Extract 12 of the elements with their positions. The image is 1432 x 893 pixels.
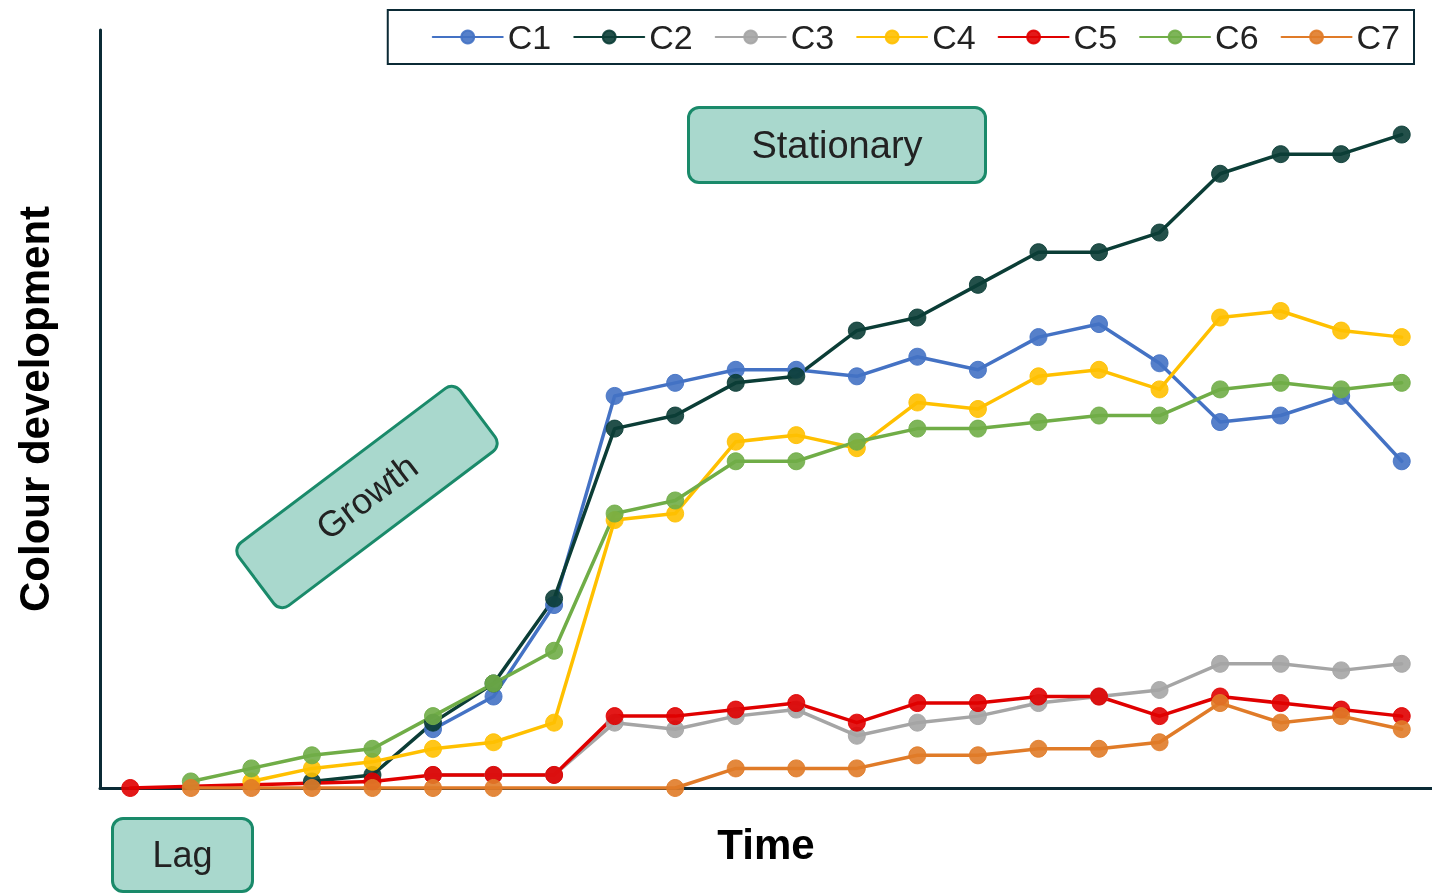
legend-label: C4 <box>932 18 976 56</box>
legend-label: C7 <box>1356 18 1401 56</box>
x-axis-title: Time <box>717 820 815 868</box>
legend-label: C5 <box>1073 18 1118 56</box>
rounded-box: Stationary <box>687 106 987 184</box>
rounded-box: Lag <box>111 817 254 893</box>
legend-label: C3 <box>790 18 835 56</box>
legend-label: C1 <box>507 18 552 56</box>
legend-label: C6 <box>1215 18 1259 56</box>
y-axis-title: Colour development <box>10 205 58 613</box>
annotation: Stationary <box>751 123 923 167</box>
legend-label: C2 <box>649 18 693 56</box>
